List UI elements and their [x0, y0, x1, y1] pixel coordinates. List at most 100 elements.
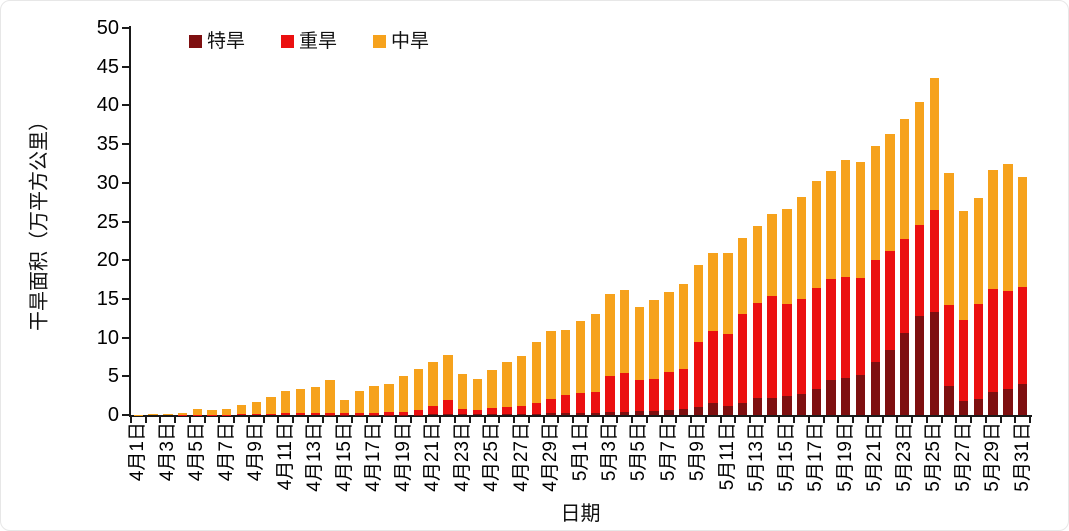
- x-tick: [881, 417, 884, 423]
- x-tick: [748, 417, 751, 423]
- bar-segment-中旱: [914, 101, 925, 225]
- bar-segment-中旱: [133, 414, 144, 415]
- bar-segment-重旱: [472, 410, 483, 415]
- bar-segment-重旱: [457, 408, 468, 415]
- bar-segment-特旱: [546, 413, 556, 415]
- bar-stack-4月10日: [266, 26, 276, 415]
- bar-segment-中旱: [516, 356, 527, 406]
- bar-stack-4月14日: [325, 26, 335, 415]
- moderate-drought-swatch-icon: [373, 35, 387, 48]
- x-tick: [940, 417, 943, 423]
- bar-stack-5月14日: [767, 26, 777, 415]
- bar-segment-重旱: [1003, 291, 1013, 389]
- bar-segment-中旱: [988, 170, 998, 289]
- bar-segment-特旱: [708, 403, 718, 415]
- bar-segment-特旱: [634, 411, 645, 415]
- bar-segment-中旱: [398, 376, 409, 413]
- bar-segment-特旱: [457, 414, 468, 415]
- x-tick: [306, 417, 309, 423]
- x-tick-label: 5月19日: [834, 422, 856, 492]
- bar-segment-特旱: [531, 413, 541, 415]
- bar-segment-特旱: [575, 413, 586, 415]
- bar-segment-中旱: [1017, 176, 1028, 288]
- x-tick: [999, 417, 1002, 423]
- bar-segment-中旱: [148, 414, 158, 415]
- x-tick-label: 5月1日: [569, 422, 591, 482]
- x-tick: [778, 417, 781, 423]
- legend-item-extreme-drought: 特旱: [189, 32, 245, 51]
- bar-segment-中旱: [266, 397, 276, 414]
- severe-drought-swatch-icon: [281, 35, 295, 48]
- bar-segment-重旱: [737, 313, 748, 403]
- bar-segment-特旱: [767, 397, 777, 415]
- bar-segment-重旱: [339, 413, 350, 415]
- bar-segment-特旱: [413, 414, 424, 415]
- bar-segment-重旱: [561, 394, 571, 414]
- bar-stack-4月22日: [443, 26, 453, 415]
- x-tick: [159, 417, 162, 423]
- x-tick-label: 5月21日: [864, 422, 886, 492]
- bar-segment-中旱: [310, 387, 320, 414]
- x-tick: [675, 417, 678, 423]
- bar-stack-4月23日: [457, 26, 468, 415]
- x-tick: [542, 417, 545, 423]
- bar-stack-5月10日: [708, 26, 718, 415]
- bar-segment-中旱: [413, 369, 424, 411]
- x-tick: [807, 417, 810, 423]
- bar-segment-特旱: [796, 394, 807, 415]
- bar-segment-重旱: [811, 288, 821, 389]
- bar-segment-中旱: [723, 253, 733, 334]
- bar-stack-5月7日: [664, 26, 674, 415]
- x-tick-label: 4月5日: [186, 422, 208, 482]
- bar-segment-重旱: [443, 399, 453, 415]
- bar-stack-4月18日: [384, 26, 394, 415]
- x-tick: [1029, 417, 1031, 423]
- bar-segment-特旱: [384, 414, 394, 415]
- bar-segment-特旱: [472, 414, 483, 415]
- bar-stack-4月11日: [281, 26, 291, 415]
- y-tick: [122, 375, 130, 378]
- x-tick-label: 4月29日: [540, 422, 562, 492]
- bar-segment-重旱: [708, 330, 718, 404]
- bar-segment-中旱: [796, 196, 807, 299]
- bar-stack-5月9日: [693, 26, 704, 415]
- bar-segment-重旱: [354, 412, 365, 415]
- bar-stack-4月28日: [531, 26, 541, 415]
- legend-item-severe-drought: 重旱: [281, 32, 337, 51]
- x-tick: [719, 417, 722, 423]
- bar-stack-5月24日: [914, 26, 925, 415]
- bar-segment-中旱: [826, 171, 836, 279]
- x-tick: [247, 417, 250, 423]
- x-tick: [527, 417, 530, 423]
- y-axis-title: 干旱面积（万平方公里）: [28, 111, 51, 331]
- y-tick-label: 50: [96, 17, 119, 39]
- bar-stack-4月19日: [398, 26, 409, 415]
- bar-segment-重旱: [384, 412, 394, 415]
- y-tick-label: 40: [96, 94, 119, 117]
- bar-stack-5月26日: [944, 26, 954, 415]
- legend-item-moderate-drought: 中旱: [373, 32, 429, 51]
- x-tick: [203, 417, 206, 423]
- legend: 特旱 重旱 中旱: [189, 32, 429, 51]
- bar-segment-重旱: [192, 414, 202, 415]
- bar-stack-5月27日: [958, 26, 969, 415]
- x-tick-label: 4月23日: [451, 422, 473, 492]
- x-tick: [925, 417, 928, 423]
- x-tick: [955, 417, 958, 423]
- bar-segment-重旱: [295, 413, 306, 415]
- x-tick: [984, 417, 987, 423]
- bar-segment-重旱: [546, 398, 556, 414]
- y-tick: [122, 220, 130, 223]
- x-tick: [454, 417, 457, 423]
- bar-segment-中旱: [590, 314, 600, 392]
- bar-segment-特旱: [516, 413, 527, 415]
- bar-segment-中旱: [354, 391, 365, 413]
- bar-segment-中旱: [885, 134, 895, 251]
- x-tick-label: 5月29日: [982, 422, 1004, 492]
- x-axis-line: [129, 415, 1032, 417]
- x-tick-label: 5月7日: [657, 422, 679, 482]
- bar-stack-5月13日: [752, 26, 763, 415]
- bar-segment-中旱: [855, 161, 866, 279]
- bar-segment-特旱: [988, 391, 998, 415]
- bar-segment-重旱: [870, 260, 880, 363]
